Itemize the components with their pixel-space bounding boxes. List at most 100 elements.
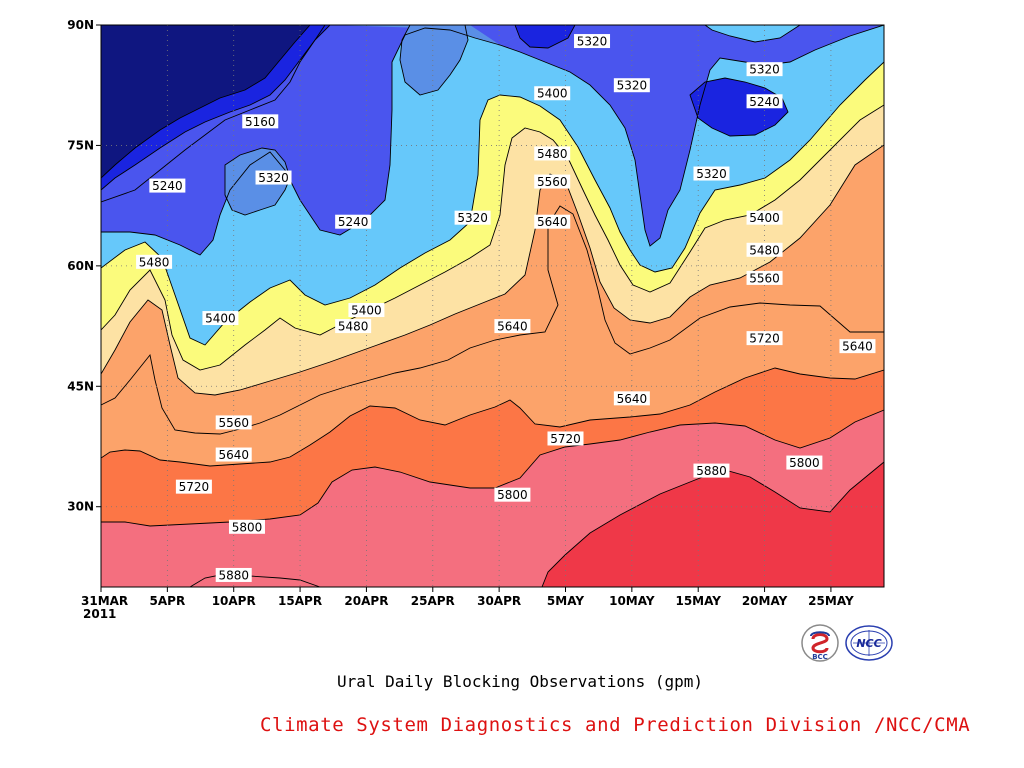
contour-label-box [348,303,385,318]
contour-label: 5640 [842,340,873,354]
contour-label: 5880 [218,568,249,582]
contour-label-box [534,174,571,189]
contour-label: 5320 [258,171,289,185]
contour-label: 5240 [338,215,369,229]
contour-label: 5320 [617,79,648,93]
x-tick-label: 15APR [278,594,322,608]
x-tick-label: 30APR [477,594,521,608]
x-tick-label: 25APR [411,594,455,608]
contour-label: 5320 [696,167,727,181]
contour-label-box [613,78,650,93]
contour-label: 5800 [789,456,820,470]
contour-label-box [149,178,186,193]
contour-label: 5560 [218,416,249,430]
contour-label-box [202,311,239,326]
y-axis: 30N 45N 60N 75N 90N [67,18,101,514]
x-tick-label: 10APR [212,594,256,608]
contour-label: 5640 [617,392,648,406]
contour-label-box [215,567,252,582]
x-tick-label: 25MAY [808,594,854,608]
ncc-logo-text: NCC [856,637,881,650]
contour-label-box [746,94,783,109]
contour-label-box [335,319,372,334]
contour-label: 5240 [749,95,780,109]
contour-label: 5400 [537,87,568,101]
bcc-logo-icon: BCC [801,624,839,662]
x-tick-label: 10MAY [609,594,655,608]
contour-labels: 5160 5240 5320 5240 5320 5320 5400 5320 5480 5560… [136,34,876,582]
fill-band-5320-5400-cell-b [400,25,468,95]
contour-label-box [242,114,279,129]
contour-label: 5400 [749,211,780,225]
contour-label-box [534,146,571,161]
x-tick-label: 31MAR [81,594,128,608]
contour-label: 5560 [537,175,568,189]
contour-label-box [746,270,783,285]
fill-band-5320-5400-northeast [500,25,884,246]
contour-label: 5720 [550,432,581,446]
contour-label: 5640 [218,448,249,462]
ncc-logo-icon: NCC [845,625,893,661]
contour-label-box [255,170,292,185]
contour-label: 5400 [205,312,236,326]
contour-label: 5800 [497,488,528,502]
contour-label-box [786,455,823,470]
fill-band-5400-5480-top [705,25,800,42]
fill-band-below-5160 [101,25,310,178]
contour-label: 5400 [351,304,382,318]
contour-label-box [494,487,531,502]
contour-label-box [547,431,584,446]
contour-label: 5480 [338,320,369,334]
contour-label: 5800 [232,520,263,534]
x-tick-label: 15MAY [675,594,721,608]
contour-label: 5640 [497,320,528,334]
contour-label-box [693,463,730,478]
bcc-logo-text: BCC [812,653,828,661]
contour-label: 5880 [696,464,727,478]
x-axis: 31MAR 5APR 10APR 15APR 20APR 25APR 30APR 5MAY 10… [81,587,854,621]
fill-band-5320-5400-east [470,25,575,45]
contour-label: 5640 [537,215,568,229]
contour-label: 5320 [457,211,488,225]
y-tick-label: 30N [67,500,94,514]
contour-label-box [175,479,212,494]
contour-label: 5320 [577,35,608,49]
x-tick-label: 5MAY [547,594,584,608]
contour-label-box [534,214,571,229]
x-year-label: 2011 [83,607,116,621]
plot-area [101,25,884,587]
contour-label-box [746,210,783,225]
fill-band-5160-5240-east [690,78,788,136]
contour-label: 5480 [749,243,780,257]
contour-label-box [494,319,531,334]
x-tick-label: 20MAY [742,594,788,608]
contour-label: 5480 [537,147,568,161]
contour-label-box [746,331,783,346]
y-tick-label: 45N [67,379,94,393]
plot-frame [100,24,885,588]
contour-label-box [574,34,611,49]
contour-label-box [746,62,783,77]
contour-label: 5480 [139,255,170,269]
fill-band-5320-5400-west [101,25,425,255]
contour-label-box [534,86,571,101]
contour-label-box [215,415,252,430]
contour-label: 5720 [179,480,210,494]
fill-band-5160-5240-north [515,25,575,48]
contour-label: 5320 [749,63,780,77]
contour-label-box [228,519,265,534]
contour-label-box [839,339,876,354]
x-tick-label: 5APR [150,594,186,608]
contour-label-box [746,242,783,257]
contour-label-box [215,447,252,462]
contour-label-box [613,391,650,406]
contour-label-box [335,214,372,229]
y-tick-label: 75N [67,138,94,152]
contour-label: 5160 [245,115,276,129]
contour-label-box [693,166,730,181]
contour-label: 5720 [749,332,780,346]
credit-text: Climate System Diagnostics and Predictio… [260,714,971,736]
y-tick-label: 90N [67,18,94,32]
contour-label-box [136,254,173,269]
